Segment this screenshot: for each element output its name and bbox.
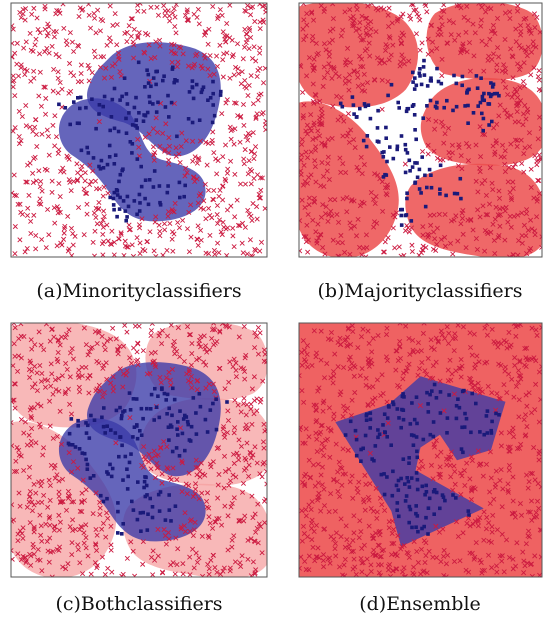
both-classifiers-plot bbox=[10, 322, 268, 578]
plot-frame bbox=[10, 2, 268, 258]
minority-region bbox=[335, 376, 506, 547]
minority-points bbox=[66, 386, 229, 536]
majority-points bbox=[299, 3, 542, 257]
caption-ensemble: (d)Ensemble bbox=[359, 593, 481, 615]
panel-both-classifiers bbox=[10, 322, 268, 578]
panel-ensemble bbox=[298, 322, 543, 578]
caption-majority-classifiers: (b)Majorityclassifiers bbox=[317, 280, 523, 302]
caption-minority-classifiers: (a)Minorityclassifiers bbox=[36, 280, 242, 302]
ensemble-plot bbox=[298, 322, 543, 578]
minority-classifiers-plot bbox=[10, 2, 268, 258]
majority-classifier-region bbox=[426, 3, 542, 80]
majority-points bbox=[299, 323, 542, 577]
plot-frame bbox=[298, 322, 543, 578]
minority-points bbox=[338, 58, 501, 227]
majority-classifier-region bbox=[299, 101, 399, 257]
panel-majority-classifiers bbox=[298, 2, 543, 258]
minority-points bbox=[343, 382, 501, 536]
majority-classifier-region bbox=[11, 421, 117, 577]
majority-classifiers-plot bbox=[298, 2, 543, 258]
majority-classifier-region bbox=[405, 163, 542, 257]
plot-frame bbox=[298, 2, 543, 258]
panel-minority-classifiers bbox=[10, 2, 268, 258]
caption-both-classifiers: (c)Bothclassifiers bbox=[55, 593, 223, 615]
minority-points bbox=[57, 60, 223, 223]
plot-frame bbox=[10, 322, 268, 578]
